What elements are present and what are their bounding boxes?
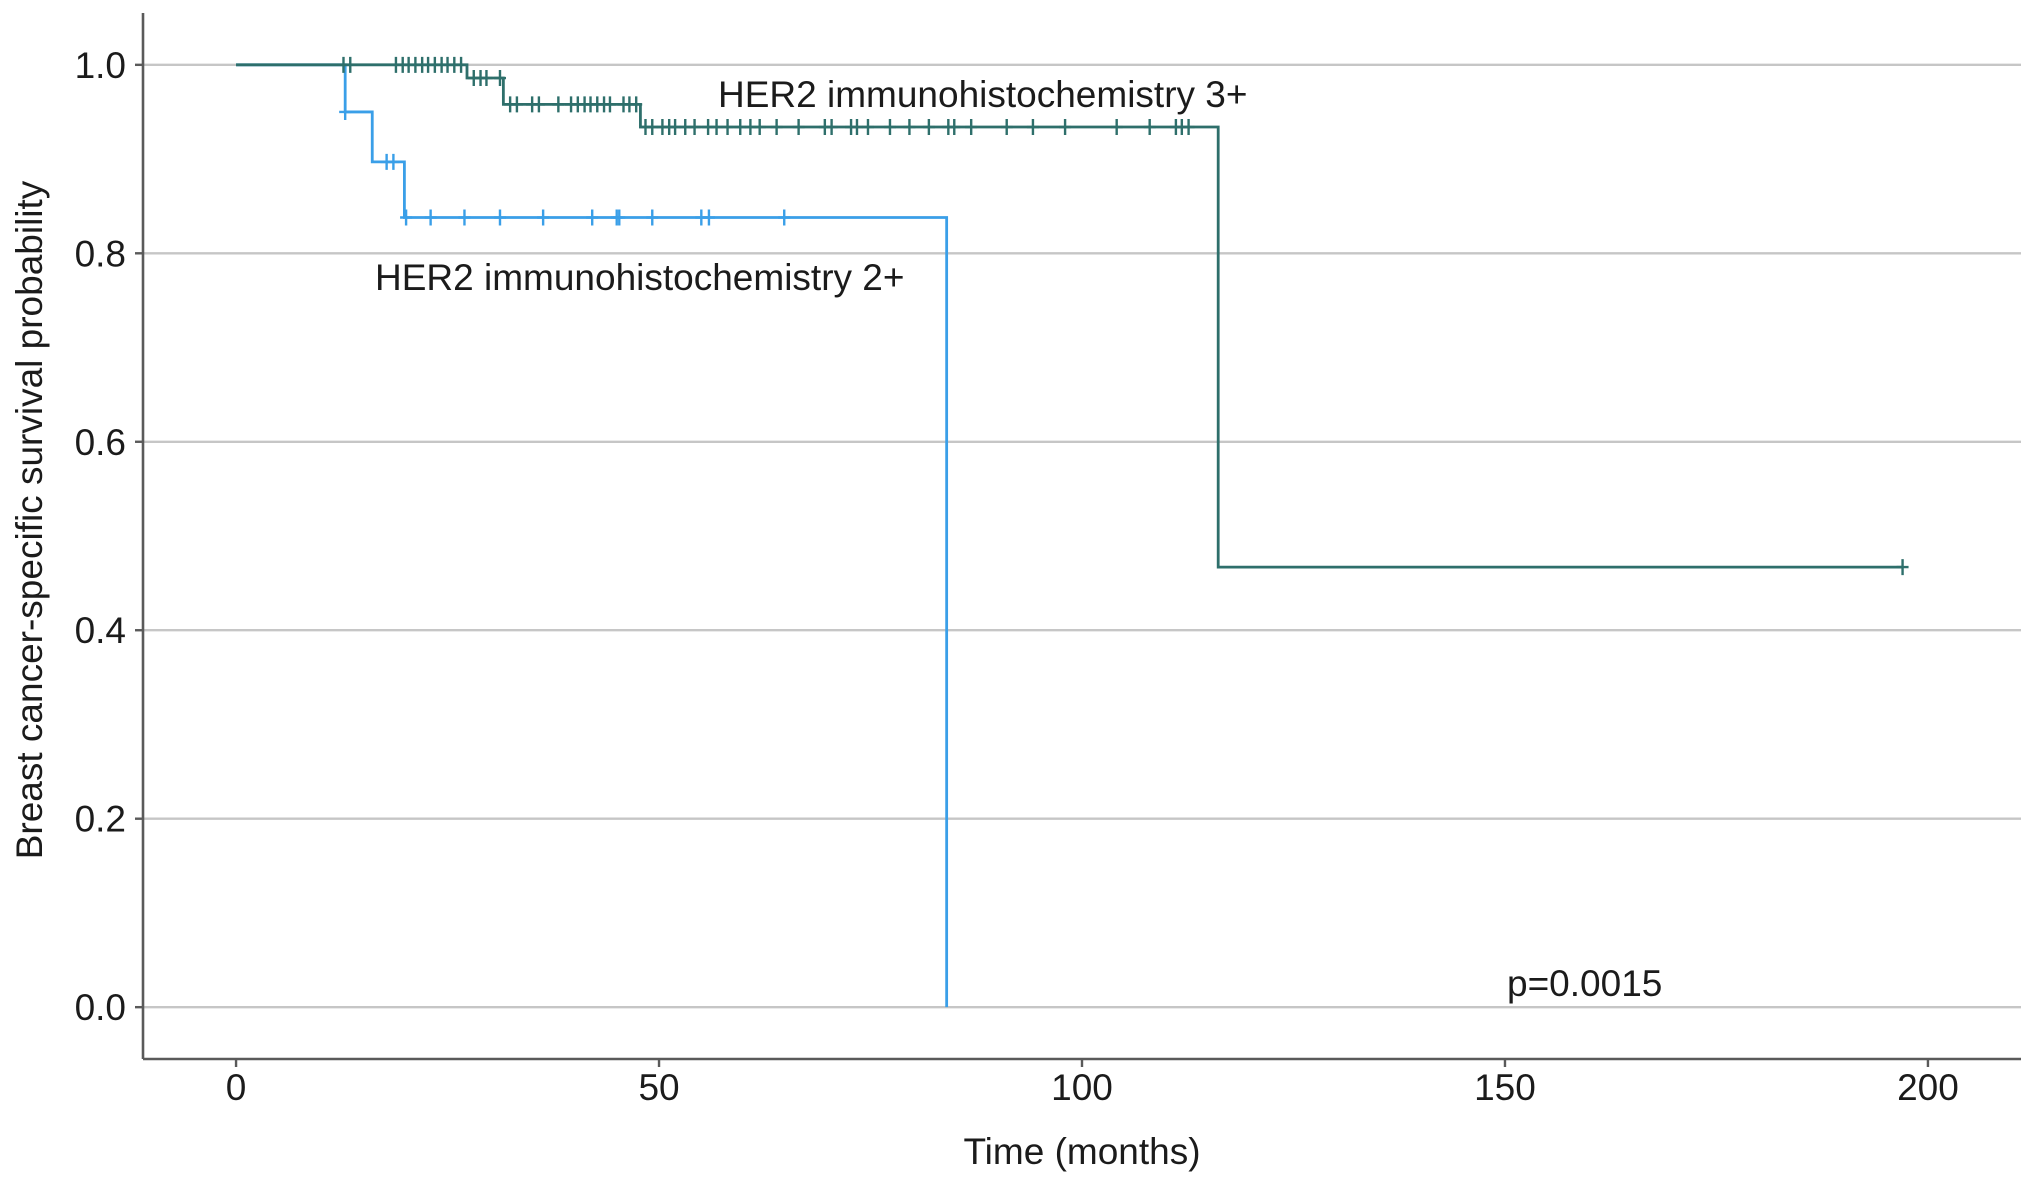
censor-mark-1-53 <box>903 119 916 136</box>
gridlines <box>143 63 2021 1009</box>
censor-mark-1-59 <box>1026 119 1039 136</box>
censor-mark-0-10 <box>613 209 626 226</box>
censor-mark-1-41 <box>721 119 734 136</box>
censor-mark-0-11 <box>646 209 659 226</box>
censor-mark-1-40 <box>710 119 723 136</box>
censor-mark-1-15 <box>480 70 493 87</box>
x-tick-label-2: 100 <box>1051 1067 1113 1108</box>
censor-mark-1-38 <box>688 119 701 136</box>
censor-mark-0-8 <box>586 209 599 226</box>
censor-mark-1-20 <box>532 96 545 113</box>
x-tick-label-3: 150 <box>1474 1067 1536 1108</box>
series-label-her2-2plus: HER2 immunohistochemistry 2+ <box>375 257 905 298</box>
x-axis-title: Time (months) <box>963 1131 1200 1172</box>
censor-mark-1-62 <box>1143 119 1156 136</box>
y-tick-label-1: 0.2 <box>75 799 126 840</box>
censor-mark-1-66 <box>1896 559 1909 576</box>
censor-mark-1-31 <box>630 96 643 113</box>
series-label-her2-3plus: HER2 immunohistochemistry 3+ <box>718 74 1248 115</box>
y-tick-label-3: 0.6 <box>75 422 126 463</box>
survival-curve-0 <box>236 63 949 1008</box>
censor-mark-1-44 <box>753 119 766 136</box>
censor-mark-0-4 <box>424 209 437 226</box>
censor-mark-1-18 <box>510 96 523 113</box>
y-tick-label-5: 1.0 <box>75 45 126 86</box>
y-axis-title: Breast cancer-specific survival probabil… <box>9 180 50 859</box>
censor-mark-1-36 <box>669 119 682 136</box>
censor-mark-0-6 <box>493 209 506 226</box>
censor-mark-1-33 <box>646 119 659 136</box>
censor-mark-1-60 <box>1059 119 1072 136</box>
x-tick-label-0: 0 <box>226 1067 247 1108</box>
censor-mark-1-56 <box>948 119 961 136</box>
y-tick-label-4: 0.8 <box>75 233 126 274</box>
censor-mark-0-7 <box>537 209 550 226</box>
censor-mark-1-21 <box>552 96 565 113</box>
censor-mark-0-3 <box>400 209 413 226</box>
censor-mark-1-51 <box>861 119 874 136</box>
p-value-annotation: p=0.0015 <box>1507 963 1662 1004</box>
censor-mark-1-1 <box>344 56 357 73</box>
censor-mark-1-28 <box>603 96 616 113</box>
censor-mark-1-52 <box>883 119 896 136</box>
censor-mark-1-65 <box>1182 119 1195 136</box>
censor-mark-1-12 <box>455 56 468 73</box>
censor-mark-1-50 <box>850 119 863 136</box>
censor-mark-1-48 <box>825 119 838 136</box>
x-tick-label-4: 200 <box>1897 1067 1959 1108</box>
axis-tick-labels: 0.0 0.2 0.4 0.6 0.8 1.0 0 50 100 150 200 <box>75 45 1959 1108</box>
censor-mark-1-42 <box>734 119 747 136</box>
axis-ticks <box>135 63 1930 1067</box>
censor-mark-1-58 <box>1000 119 1013 136</box>
survival-curves <box>236 56 1909 1008</box>
y-tick-label-0: 0.0 <box>75 987 126 1028</box>
censor-mark-1-57 <box>965 119 978 136</box>
censor-mark-1-45 <box>770 119 783 136</box>
censor-mark-0-14 <box>778 209 791 226</box>
censor-mark-1-61 <box>1110 119 1123 136</box>
censor-mark-1-54 <box>922 119 935 136</box>
censor-mark-1-16 <box>493 70 506 87</box>
censor-mark-0-5 <box>458 209 471 226</box>
y-tick-label-2: 0.4 <box>75 610 126 651</box>
censor-mark-0-0 <box>339 103 352 120</box>
x-tick-label-1: 50 <box>638 1067 679 1108</box>
censor-mark-0-2 <box>387 153 400 170</box>
censor-mark-0-13 <box>702 209 715 226</box>
survival-curve-1 <box>236 63 1903 569</box>
censor-mark-1-46 <box>792 119 805 136</box>
